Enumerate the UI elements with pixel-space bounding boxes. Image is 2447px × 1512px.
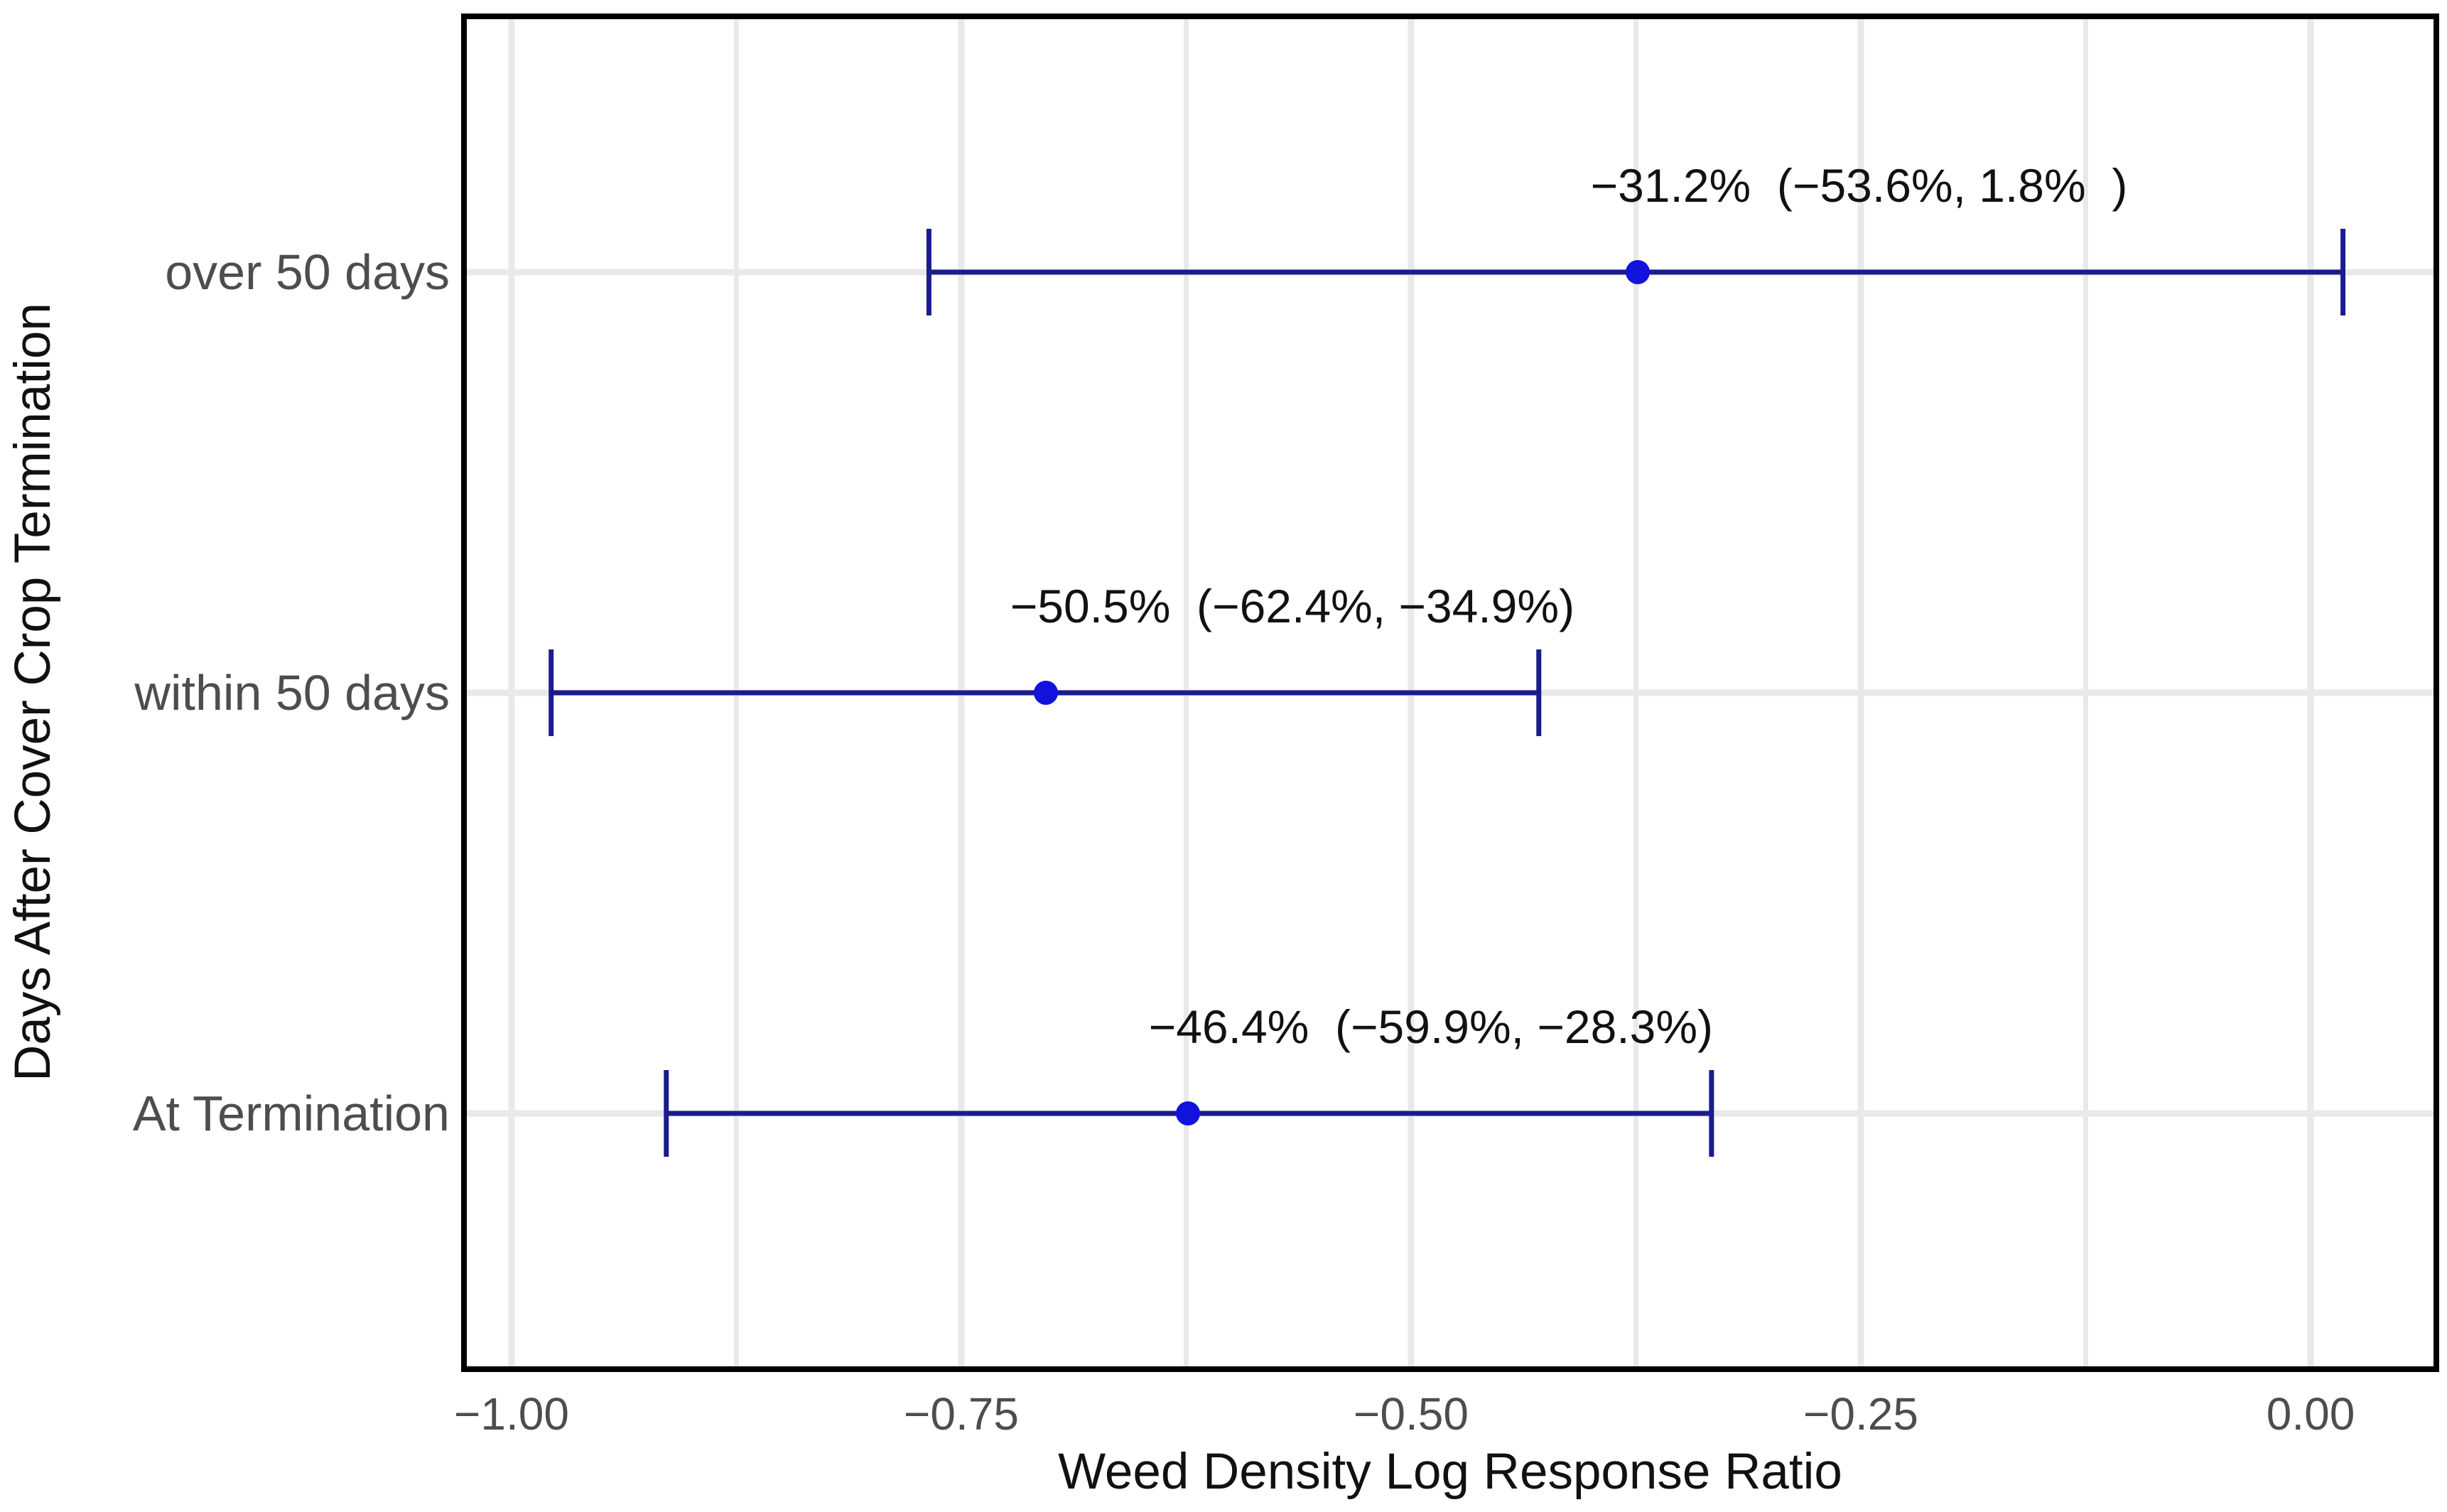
data-point [1626, 260, 1651, 284]
estimate-annotation: −31.2% (−53.6%, 1.8% ) [1590, 159, 2128, 212]
x-axis-tick-label: 0.00 [2266, 1388, 2355, 1440]
x-axis-tick-label: −0.25 [1803, 1388, 1918, 1440]
x-axis-tick-label: −1.00 [454, 1388, 569, 1440]
x-axis-tick-label: −0.50 [1354, 1388, 1469, 1440]
estimate-annotation: −50.5% (−62.4%, −34.9%) [1010, 580, 1575, 632]
estimate-annotation: −46.4% (−59.9%, −28.3%) [1148, 1000, 1714, 1053]
y-axis-category-label: over 50 days [165, 244, 450, 300]
y-axis-title: Days After Cover Crop Termination [5, 303, 61, 1081]
y-axis-category-label: within 50 days [134, 665, 450, 720]
y-axis-category-label: At Termination [132, 1086, 450, 1141]
data-point [1176, 1101, 1201, 1125]
x-axis-title: Weed Density Log Response Ratio [1058, 1444, 1842, 1500]
x-axis-tick-label: −0.75 [904, 1388, 1019, 1440]
data-point [1034, 681, 1059, 705]
